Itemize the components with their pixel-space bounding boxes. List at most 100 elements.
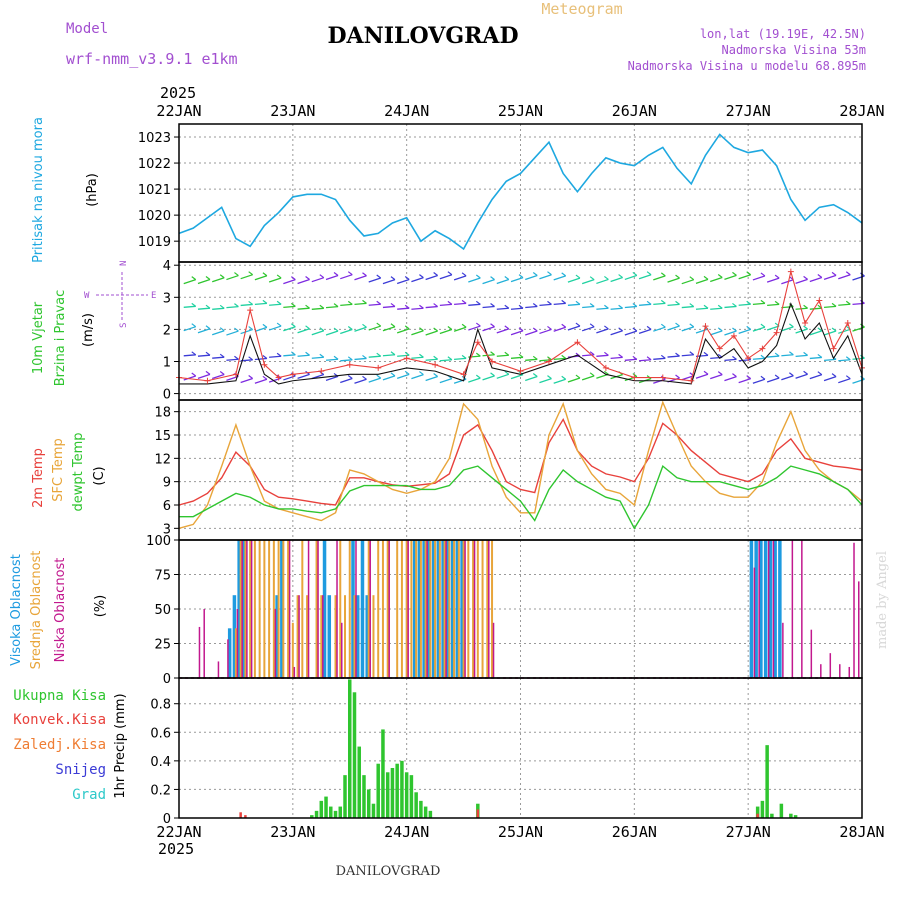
wind-arrow [809, 374, 823, 380]
wind-arrow-head [290, 276, 296, 281]
wind-arrow-head [732, 271, 737, 276]
wind-arrow-head [262, 299, 268, 304]
wind-arrow-head [191, 323, 197, 328]
temp-line-0 [178, 417, 863, 506]
wind-arrow-head [575, 322, 581, 327]
precip-bar-0 [333, 810, 338, 818]
wind-arrow-head [746, 375, 752, 380]
wind-arrow [311, 356, 324, 359]
wind-arrow-head [803, 370, 808, 375]
cloud-bar-mid [272, 540, 275, 678]
wind-arrow [325, 358, 339, 361]
wind-arrow [396, 373, 410, 379]
wind-arrow [425, 358, 438, 361]
wind-arrow [496, 354, 509, 357]
cloud-bar-mid [467, 540, 470, 678]
year-top: 2025 [160, 84, 196, 102]
wind-arrow [382, 326, 396, 332]
wind-arrow-head [276, 274, 282, 279]
precip-bar-0 [343, 775, 347, 818]
wind-arrow [639, 359, 652, 362]
wind-arrow [226, 305, 239, 309]
ytick-label-2-3: 12 [154, 452, 171, 467]
wind-arrow [681, 326, 694, 332]
cloud-bar-mid [424, 540, 427, 678]
ytick-label-0-3: 1022 [138, 157, 171, 172]
wind-arrow-head [419, 327, 424, 332]
wind-arrow [525, 274, 538, 281]
cloud-bar-low [369, 540, 371, 678]
ytick-label-2-0: 3 [163, 522, 171, 537]
date-label-bottom-4: 26JAN [612, 823, 657, 841]
wind-arrow [738, 274, 751, 280]
wind-arrow-head [490, 351, 495, 356]
wind-labels: 10m Vjetar Brzina i Pravac (m/s) W E N S [31, 261, 156, 387]
precip-bar-0 [310, 815, 314, 818]
precip-legend-conv: Konvek.Kisa [13, 712, 106, 728]
cloud-bar-low [307, 540, 310, 678]
wind-gust-marker [275, 374, 282, 381]
station-title: DANILOVGRAD [327, 23, 518, 49]
cloud-bar-mid [306, 595, 309, 678]
wind-arrow [454, 357, 467, 361]
cloud-bar-mid [320, 595, 323, 678]
wind-arrow [553, 302, 566, 306]
cloud-bar-low [293, 666, 296, 678]
wind-arrow-head [447, 356, 453, 361]
wind-gust-marker [816, 297, 823, 304]
cloud-bar-high [412, 540, 417, 678]
wind-arrow [752, 326, 766, 332]
cloud-bar-low [227, 639, 229, 678]
wind-arrow-head [732, 302, 737, 307]
wind-arrow [183, 354, 196, 357]
wind-arrow [823, 376, 837, 382]
wind-gust-line [178, 271, 863, 382]
wind-arrow-head [789, 351, 794, 356]
wind-arrow [582, 305, 595, 309]
wind-arrow-head [646, 325, 652, 330]
ytick-label-4-4: 0.8 [150, 698, 171, 713]
wind-arrow [468, 303, 481, 306]
wind-arrow [724, 330, 737, 336]
wind-arrow [254, 275, 268, 281]
wind-arrow [525, 330, 538, 336]
ytick-label-3-1: 25 [154, 638, 171, 653]
wind-arrow-head [675, 374, 680, 379]
wind-arrow [795, 373, 808, 379]
precip-legend-freezing: Zaledj.Kisa [13, 737, 106, 753]
wind-arrow-head [789, 372, 794, 377]
wind-arrow [824, 358, 837, 362]
wind-arrow [510, 330, 524, 336]
cloud-bar-low [198, 626, 201, 678]
wind-arrow [695, 307, 709, 310]
precip-bar-0 [385, 772, 390, 818]
cloud-bar-low [801, 540, 803, 678]
wind-arrow-head [518, 304, 524, 309]
precip-bar-0 [755, 806, 760, 818]
temp-label-dew: dewpt Temp [71, 432, 86, 511]
wind-arrow-head [305, 304, 310, 309]
ytick-label-1-2: 2 [163, 323, 171, 338]
wind-arrow-head [234, 327, 239, 332]
wind-arrow [838, 303, 851, 306]
wind-arrow [411, 277, 424, 283]
wind-arrow [510, 373, 524, 380]
wind-arrow-head [475, 274, 481, 279]
wind-arrow [482, 375, 495, 381]
wind-gust-marker [474, 339, 481, 346]
wind-arrow-head [262, 375, 268, 380]
wind-arrow [567, 325, 581, 331]
wind-arrow [496, 373, 509, 379]
wind-arrow [624, 358, 637, 361]
wind-arrow [411, 307, 424, 310]
wind-arrow [695, 278, 709, 285]
wind-arrow-head [618, 274, 623, 279]
wind-arrow-head [803, 304, 808, 309]
wind-arrow-head [290, 302, 296, 307]
wind-arrow-head [760, 354, 766, 359]
wind-arrow [766, 377, 780, 383]
wind-arrow-head [234, 355, 239, 360]
wind-arrow-head [404, 325, 410, 330]
wind-arrow-head [817, 327, 823, 332]
wind-arrow [311, 307, 324, 310]
